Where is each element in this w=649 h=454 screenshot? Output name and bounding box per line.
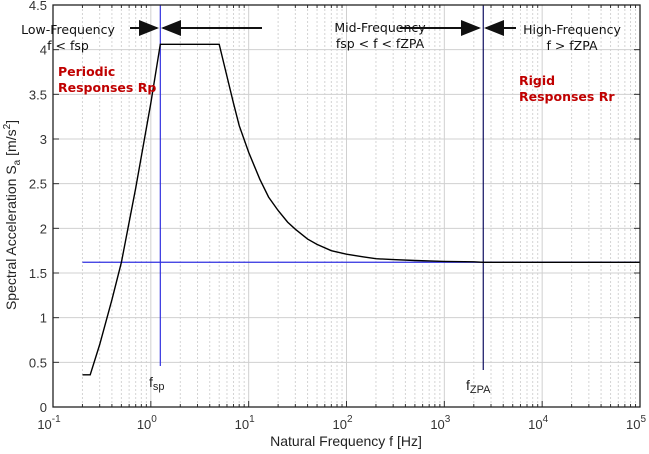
rigid-label-1: Rigid [519, 73, 555, 88]
axes [52, 4, 641, 408]
y-tick-label: 2.5 [29, 177, 47, 192]
y-tick-label: 1.5 [29, 266, 47, 281]
y-tick-label: 0 [40, 400, 47, 415]
y-axis-label: Spectral Acceleration Sa [m/s2] [2, 120, 23, 310]
axes-box [52, 4, 641, 408]
series [82, 43, 640, 376]
low-frequency-title: Low-Frequency [21, 22, 115, 37]
grid [52, 4, 641, 408]
y-tick-label: 4.5 [29, 0, 47, 13]
fzpa-label: fZPA [466, 377, 491, 396]
mid-frequency-title: Mid-Frequency [334, 20, 426, 35]
y-tick-label: 1 [40, 311, 47, 326]
x-tick-label: 101 [235, 414, 255, 432]
x-tick-label: 105 [626, 414, 646, 432]
periodic-label-1: Periodic [58, 64, 115, 79]
high-frequency-title: High-Frequency [523, 22, 621, 37]
y-tick-label: 3 [40, 132, 47, 147]
x-tick-label: 104 [528, 414, 548, 432]
x-axis-label: Natural Frequency f [Hz] [270, 433, 422, 449]
mid-frequency-condition: fsp < f < fZPA [336, 36, 425, 51]
low-frequency-condition: f < fsp [47, 38, 89, 53]
periodic-label-2: Responses Rp [58, 80, 156, 95]
fsp-label: fsp [149, 374, 165, 393]
y-tick-label: 4 [40, 43, 47, 58]
x-tick-label: 102 [332, 414, 352, 432]
rigid-label-2: Responses Rr [519, 89, 615, 104]
x-tick-label: 10-1 [37, 414, 61, 432]
high-frequency-condition: f > fZPA [546, 38, 598, 53]
tick-labels: 10-1 100 101 102 103 104 105 0 0.5 1 1.5 2 2.5 3 3.5 4 4… [29, 0, 647, 432]
spectrum-curve [82, 43, 640, 376]
x-tick-label: 100 [137, 414, 157, 432]
y-tick-label: 0.5 [29, 355, 47, 370]
y-tick-label: 3.5 [29, 87, 47, 102]
y-tick-label: 2 [40, 221, 47, 236]
reference-lines [82, 5, 640, 370]
x-tick-label: 103 [430, 414, 450, 432]
